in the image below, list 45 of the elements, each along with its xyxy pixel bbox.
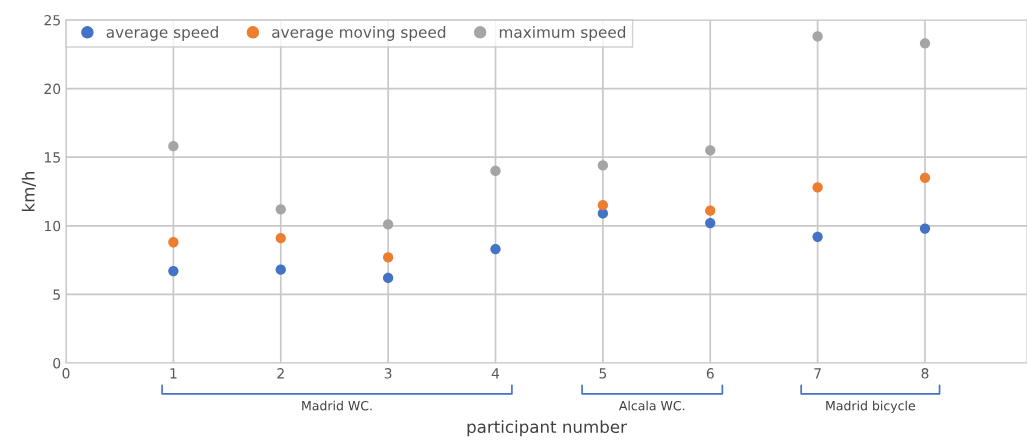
point — [275, 233, 286, 244]
y-tick-label: 20 — [44, 83, 61, 95]
point — [275, 204, 286, 215]
point — [597, 200, 609, 211]
y-tick-label: 5 — [53, 289, 60, 300]
point — [382, 219, 394, 230]
point — [812, 182, 823, 193]
point — [490, 243, 501, 255]
x-tick-label: 1 — [170, 368, 177, 379]
legend-label: average speed — [106, 26, 218, 41]
x-tick-label: 7 — [814, 368, 821, 379]
y-tick-label: 25 — [44, 14, 60, 26]
point — [705, 205, 716, 216]
point — [168, 141, 179, 152]
x-tick-label: 2 — [277, 368, 284, 379]
y-tick-label: 15 — [44, 152, 60, 163]
x-tick-label: 0 — [62, 368, 70, 379]
y-tick-label: 0 — [53, 357, 61, 369]
legend-label: average moving speed — [272, 26, 446, 41]
x-tick-label: 3 — [384, 368, 392, 379]
point — [275, 264, 286, 275]
point — [382, 252, 394, 263]
point — [490, 165, 501, 177]
point — [382, 272, 394, 284]
legend-label: maximum speed — [499, 26, 626, 41]
point — [919, 172, 931, 183]
point — [168, 237, 179, 248]
x-tick-label: 5 — [599, 368, 607, 379]
point — [812, 231, 823, 242]
point — [812, 31, 823, 42]
point — [168, 265, 179, 277]
y-tick-label: 10 — [44, 220, 61, 232]
x-axis-title: participant number — [467, 420, 627, 437]
point — [705, 145, 716, 156]
x-tick-label: 6 — [706, 368, 714, 379]
x-tick-label: 4 — [491, 368, 500, 379]
point — [919, 223, 931, 234]
point — [597, 160, 609, 171]
text: Alcala WC. — [618, 400, 685, 411]
text: Madrid bicycle — [826, 400, 915, 413]
point — [705, 217, 716, 229]
x-tick-label: 8 — [921, 368, 929, 379]
y-axis-title: km/h — [21, 171, 36, 212]
point — [919, 38, 931, 49]
text: Madrid WC. — [302, 400, 372, 411]
